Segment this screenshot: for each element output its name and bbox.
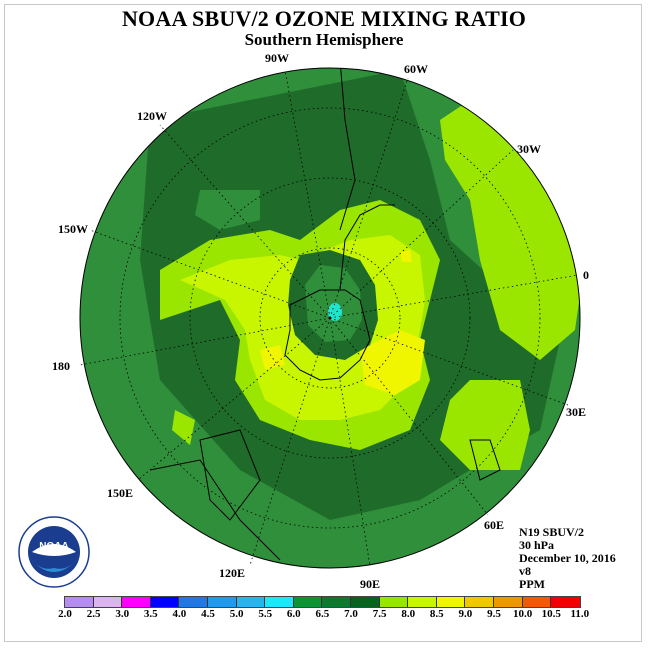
colorbar-swatch xyxy=(522,597,552,607)
colorbar-tick-label: 9.5 xyxy=(487,608,501,620)
info-block: N19 SBUV/2 30 hPa December 10, 2016 v8 P… xyxy=(519,526,616,591)
version-text: v8 xyxy=(519,564,531,578)
colorbar-tick-label: 2.0 xyxy=(58,608,72,620)
lon-label-90e: 90E xyxy=(360,577,381,591)
lon-label-150e: 150E xyxy=(107,486,134,500)
lon-label-0: 0 xyxy=(583,268,589,282)
colorbar-ticks: 2.0 2.5 3.0 3.5 4.0 4.5 5.0 5.5 6.0 6.5 7.0 7.5 8.0 8… xyxy=(0,608,648,622)
colorbar-swatch xyxy=(207,597,237,607)
pressure-level-text: 30 hPa xyxy=(519,538,555,552)
date-text: December 10, 2016 xyxy=(519,551,616,565)
lon-label-30e: 30E xyxy=(566,405,587,419)
colorbar-swatch xyxy=(150,597,180,607)
lon-label-120e: 120E xyxy=(219,566,246,580)
figure-frame xyxy=(4,4,642,642)
colorbar-tick-label: 6.0 xyxy=(286,608,301,620)
colorbar-tick-label: 8.5 xyxy=(429,608,444,620)
colorbar-tick-label: 10.0 xyxy=(512,608,533,620)
noaa-logo-icon: NOAA xyxy=(18,516,90,588)
colorbar-tick-label: 5.5 xyxy=(258,608,273,620)
colorbar-swatch xyxy=(179,597,208,607)
instrument-text: N19 SBUV/2 xyxy=(519,525,585,539)
colorbar-swatch xyxy=(65,597,94,607)
colorbar-tick-label: 4.5 xyxy=(201,608,215,620)
colorbar-swatch xyxy=(465,597,494,607)
lon-label-180: 180 xyxy=(52,359,70,373)
colorbar-swatch xyxy=(408,597,437,607)
lon-label-120w: 120W xyxy=(137,109,167,123)
colorbar-swatch xyxy=(122,597,151,607)
colorbar-tick-label: 10.5 xyxy=(541,608,561,620)
colorbar-swatch xyxy=(236,597,266,607)
colorbar-tick-label: 7.5 xyxy=(372,608,387,620)
graticule xyxy=(79,69,579,567)
colorbar-tick-label: 7.0 xyxy=(344,608,358,620)
colorbar-tick-label: 11.0 xyxy=(570,608,590,620)
colorbar-tick-label: 3.5 xyxy=(143,608,158,620)
units-text: PPM xyxy=(519,577,545,591)
colorbar-tick-label: 3.0 xyxy=(115,608,130,620)
colorbar-swatch xyxy=(436,597,466,607)
lon-label-90w: 90W xyxy=(265,51,289,65)
colorbar-swatch xyxy=(350,597,380,607)
colorbar-swatch xyxy=(293,597,323,607)
lon-label-150w: 150W xyxy=(58,222,88,236)
colorbar-swatch xyxy=(265,597,294,607)
colorbar-tick-label: 8.0 xyxy=(401,608,416,620)
lon-label-30w: 30W xyxy=(517,142,541,156)
colorbar-swatch xyxy=(322,597,351,607)
colorbar-swatch xyxy=(93,597,123,607)
lon-label-60e: 60E xyxy=(484,518,505,532)
map-title: NOAA SBUV/2 OZONE MIXING RATIO xyxy=(121,6,527,31)
colorbar-swatch xyxy=(551,597,580,607)
colorbar-tick-label: 2.5 xyxy=(86,608,101,620)
colorbar-tick-label: 4.0 xyxy=(172,608,187,620)
logo-text: NOAA xyxy=(39,541,68,552)
map-subtitle: Southern Hemisphere xyxy=(244,30,404,49)
lon-label-60w: 60W xyxy=(404,62,428,76)
colorbar-swatch xyxy=(379,597,409,607)
colorbar-tick-label: 9.0 xyxy=(458,608,473,620)
colorbar-tick-label: 6.5 xyxy=(315,608,330,620)
colorbar-tick-label: 5.0 xyxy=(229,608,244,620)
colorbar-swatch xyxy=(493,597,523,607)
globe-outline xyxy=(79,67,581,569)
colorbar xyxy=(64,596,581,608)
